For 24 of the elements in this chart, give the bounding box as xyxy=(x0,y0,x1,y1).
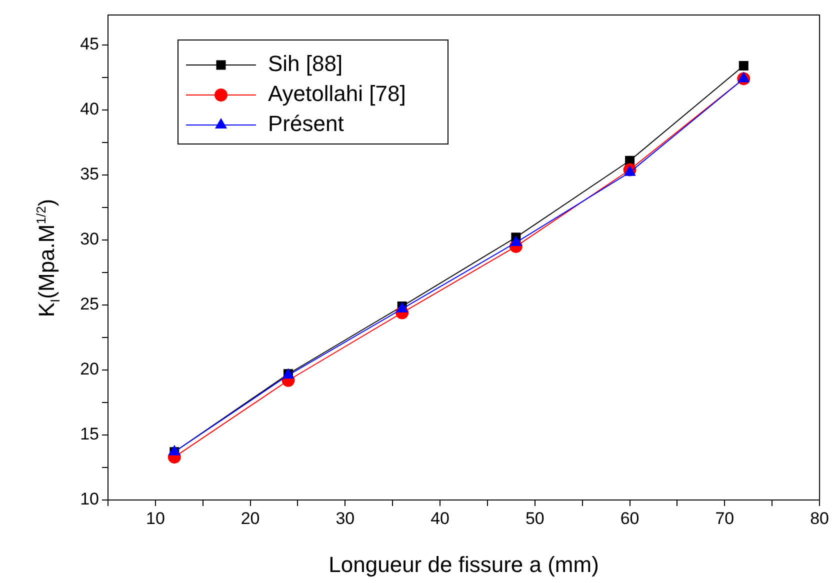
point xyxy=(510,236,522,246)
x-tick-label: 80 xyxy=(810,508,830,528)
x-tick-label: 40 xyxy=(430,508,450,528)
y-tick-label: 15 xyxy=(80,424,99,444)
point xyxy=(738,60,748,70)
y-tick-label: 40 xyxy=(80,100,99,119)
y-tick-label: 20 xyxy=(80,360,99,379)
x-tick-label: 50 xyxy=(525,508,544,528)
x-tick-label: 70 xyxy=(715,508,734,528)
y-tick-label: 30 xyxy=(80,230,99,249)
y-tick-label: 35 xyxy=(80,164,99,184)
x-tick-label: 30 xyxy=(336,508,355,528)
legend-label: Ayetollahi [78] xyxy=(268,81,406,106)
x-axis-title: Longueur de fissure a (mm) xyxy=(328,552,599,577)
legend-label: Sih [88] xyxy=(268,51,343,76)
point xyxy=(624,166,636,176)
y-tick-label: 45 xyxy=(80,34,99,54)
y-tick-label: 10 xyxy=(80,490,99,509)
point xyxy=(738,72,750,82)
y-tick-label: 25 xyxy=(80,294,99,314)
legend-label: Présent xyxy=(268,111,344,136)
x-tick-label: 10 xyxy=(146,508,165,528)
x-tick-label: 20 xyxy=(240,508,260,528)
x-tick-label: 60 xyxy=(620,508,640,528)
